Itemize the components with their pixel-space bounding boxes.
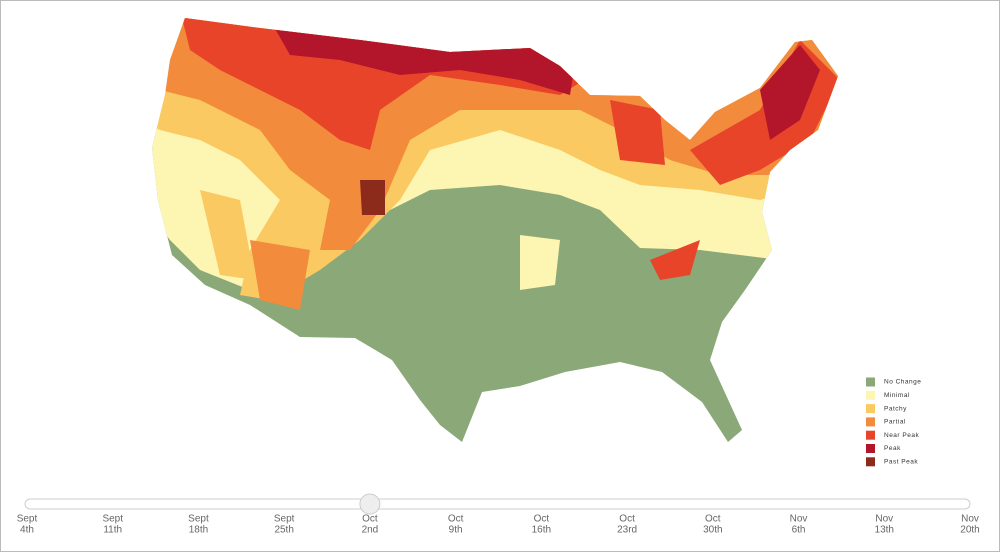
legend-label: Peak [884, 445, 901, 452]
legend-label: Near Peak [884, 432, 919, 439]
slider-track[interactable] [24, 498, 971, 510]
date-slider: Sept4thSept11thSept18thSept25thOct2ndOct… [17, 493, 980, 536]
region-minimal-ozark [520, 235, 560, 290]
date-month[interactable]: Sept [188, 514, 209, 525]
date-day[interactable]: 20th [960, 525, 979, 536]
date-day[interactable]: 9th [449, 525, 463, 536]
date-day[interactable]: 18th [189, 525, 208, 536]
legend-swatch [866, 430, 875, 440]
date-day[interactable]: 30th [703, 525, 722, 536]
slider-thumb[interactable] [359, 493, 381, 515]
date-day[interactable]: 16th [532, 525, 551, 536]
date-month[interactable]: Nov [961, 514, 979, 525]
legend-swatch [866, 404, 875, 414]
date-day[interactable]: 25th [274, 525, 293, 536]
legend-label: Patchy [884, 405, 907, 412]
region-near-peak-michigan [610, 100, 665, 165]
date-month[interactable]: Sept [102, 514, 123, 525]
date-month[interactable]: Oct [534, 514, 550, 525]
legend-swatch [866, 390, 875, 400]
date-month[interactable]: Sept [274, 514, 295, 525]
date-month[interactable]: Oct [362, 514, 378, 525]
legend-label: Past Peak [884, 459, 918, 466]
date-day[interactable]: 6th [792, 525, 806, 536]
legend-label: No Change [884, 379, 921, 386]
legend-swatch [866, 377, 875, 387]
region-partial-southwest [250, 240, 310, 310]
region-peak-maine [760, 45, 820, 140]
date-month[interactable]: Nov [790, 514, 808, 525]
region-near-peak-appalachia [650, 240, 700, 280]
region-patchy-nevada [200, 190, 255, 280]
date-day[interactable]: 11th [103, 525, 122, 536]
date-day[interactable]: 2nd [362, 525, 379, 536]
legend-label: Minimal [884, 392, 910, 399]
legend: No Change Minimal Patchy Partial Near Peak Pe… [866, 377, 921, 467]
date-month[interactable]: Sept [17, 514, 38, 525]
date-day[interactable]: 13th [875, 525, 894, 536]
legend-label: Partial [884, 419, 906, 426]
legend-swatch [866, 417, 875, 427]
date-day[interactable]: 4th [20, 525, 34, 536]
date-month[interactable]: Nov [875, 514, 893, 525]
legend-swatch [866, 444, 875, 453]
date-day[interactable]: 23rd [617, 525, 637, 536]
date-month[interactable]: Oct [705, 514, 721, 525]
legend-swatch [866, 457, 875, 467]
date-month[interactable]: Oct [448, 514, 464, 525]
date-month[interactable]: Oct [619, 514, 635, 525]
region-past-peak [360, 180, 385, 215]
